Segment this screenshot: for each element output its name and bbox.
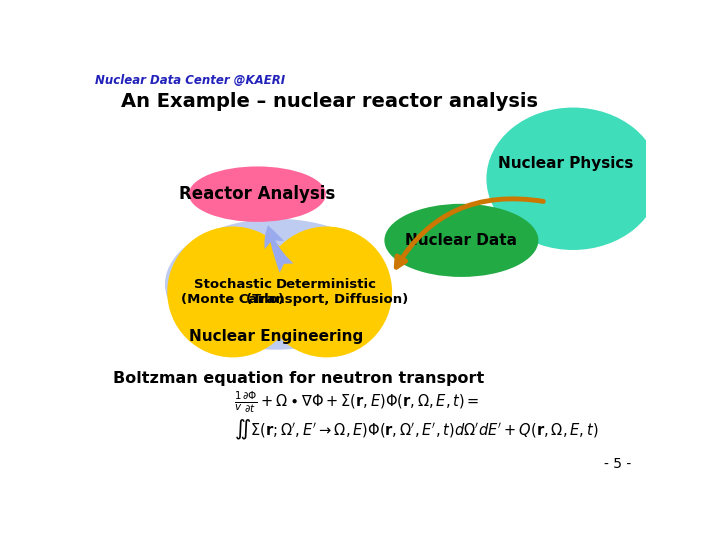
Text: Deterministic
(Transport, Diffusion): Deterministic (Transport, Diffusion) [246,278,408,306]
Ellipse shape [189,166,326,222]
Ellipse shape [487,107,660,250]
Text: Nuclear Engineering: Nuclear Engineering [189,329,364,344]
Text: - 5 -: - 5 - [603,457,631,471]
Text: Nuclear Data: Nuclear Data [405,233,518,248]
Text: Nuclear Data Center @KAERI: Nuclear Data Center @KAERI [95,74,285,87]
Text: $\iint\Sigma(\mathbf{r};\Omega',E'\rightarrow\Omega,E)\Phi(\mathbf{r},\Omega',E': $\iint\Sigma(\mathbf{r};\Omega',E'\right… [234,417,598,442]
Ellipse shape [165,219,388,350]
Text: Reactor Analysis: Reactor Analysis [179,185,336,203]
Text: An Example – nuclear reactor analysis: An Example – nuclear reactor analysis [121,92,538,111]
Text: $\frac{1}{v}\frac{\partial\Phi}{\partial t}+\Omega\bullet\nabla\Phi+\Sigma(\math: $\frac{1}{v}\frac{\partial\Phi}{\partial… [234,390,480,415]
Text: Boltzman equation for neutron transport: Boltzman equation for neutron transport [113,372,485,386]
Ellipse shape [384,204,539,277]
Ellipse shape [261,226,392,357]
Text: Nuclear Physics: Nuclear Physics [498,156,633,171]
Ellipse shape [167,226,298,357]
Text: Stochastic
(Monte Carlo): Stochastic (Monte Carlo) [181,278,284,306]
